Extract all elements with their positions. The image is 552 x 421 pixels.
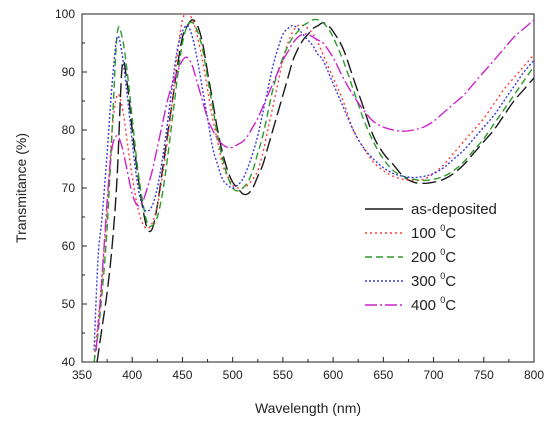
x-axis: 350 400 450 500 550 600 650 700 750 800 [72, 357, 544, 382]
series-line-0 [96, 19, 534, 362]
plot-frame [81, 13, 535, 363]
y-axis: 40 50 60 70 80 90 100 [55, 7, 87, 369]
x-axis-title: Wavelength (nm) [255, 400, 361, 416]
x-tick-label: 700 [424, 368, 444, 382]
y-tick-label: 60 [62, 239, 76, 253]
legend-label-3: 300 0C [411, 271, 456, 290]
legend: as-deposited 100 0C 200 0C 300 0C 400 0C [365, 201, 497, 314]
legend-label-0: as-deposited [411, 201, 497, 218]
x-tick-label: 500 [223, 368, 243, 382]
legend-label-2: 200 0C [411, 247, 456, 266]
x-tick-label: 600 [323, 368, 343, 382]
x-tick-label: 550 [273, 368, 293, 382]
series-line-4 [95, 19, 534, 351]
legend-label-4: 400 0C [411, 295, 456, 314]
series-line-2 [93, 18, 534, 362]
y-tick-label: 80 [62, 123, 76, 137]
x-tick-label: 800 [524, 368, 544, 382]
y-tick-label: 40 [62, 355, 76, 369]
y-tick-label: 70 [62, 181, 76, 195]
y-tick-label: 90 [62, 65, 76, 79]
x-tick-label: 750 [474, 368, 494, 382]
y-axis-title: Transmitance (%) [13, 133, 29, 243]
series-line-1 [93, 14, 534, 362]
y-tick-label: 50 [62, 297, 76, 311]
x-tick-label: 650 [373, 368, 393, 382]
series-layer [93, 14, 534, 362]
x-tick-label: 400 [122, 368, 142, 382]
y-tick-label: 100 [55, 7, 75, 21]
x-tick-label: 450 [172, 368, 192, 382]
legend-label-1: 100 0C [411, 223, 456, 242]
x-tick-label: 350 [72, 368, 92, 382]
